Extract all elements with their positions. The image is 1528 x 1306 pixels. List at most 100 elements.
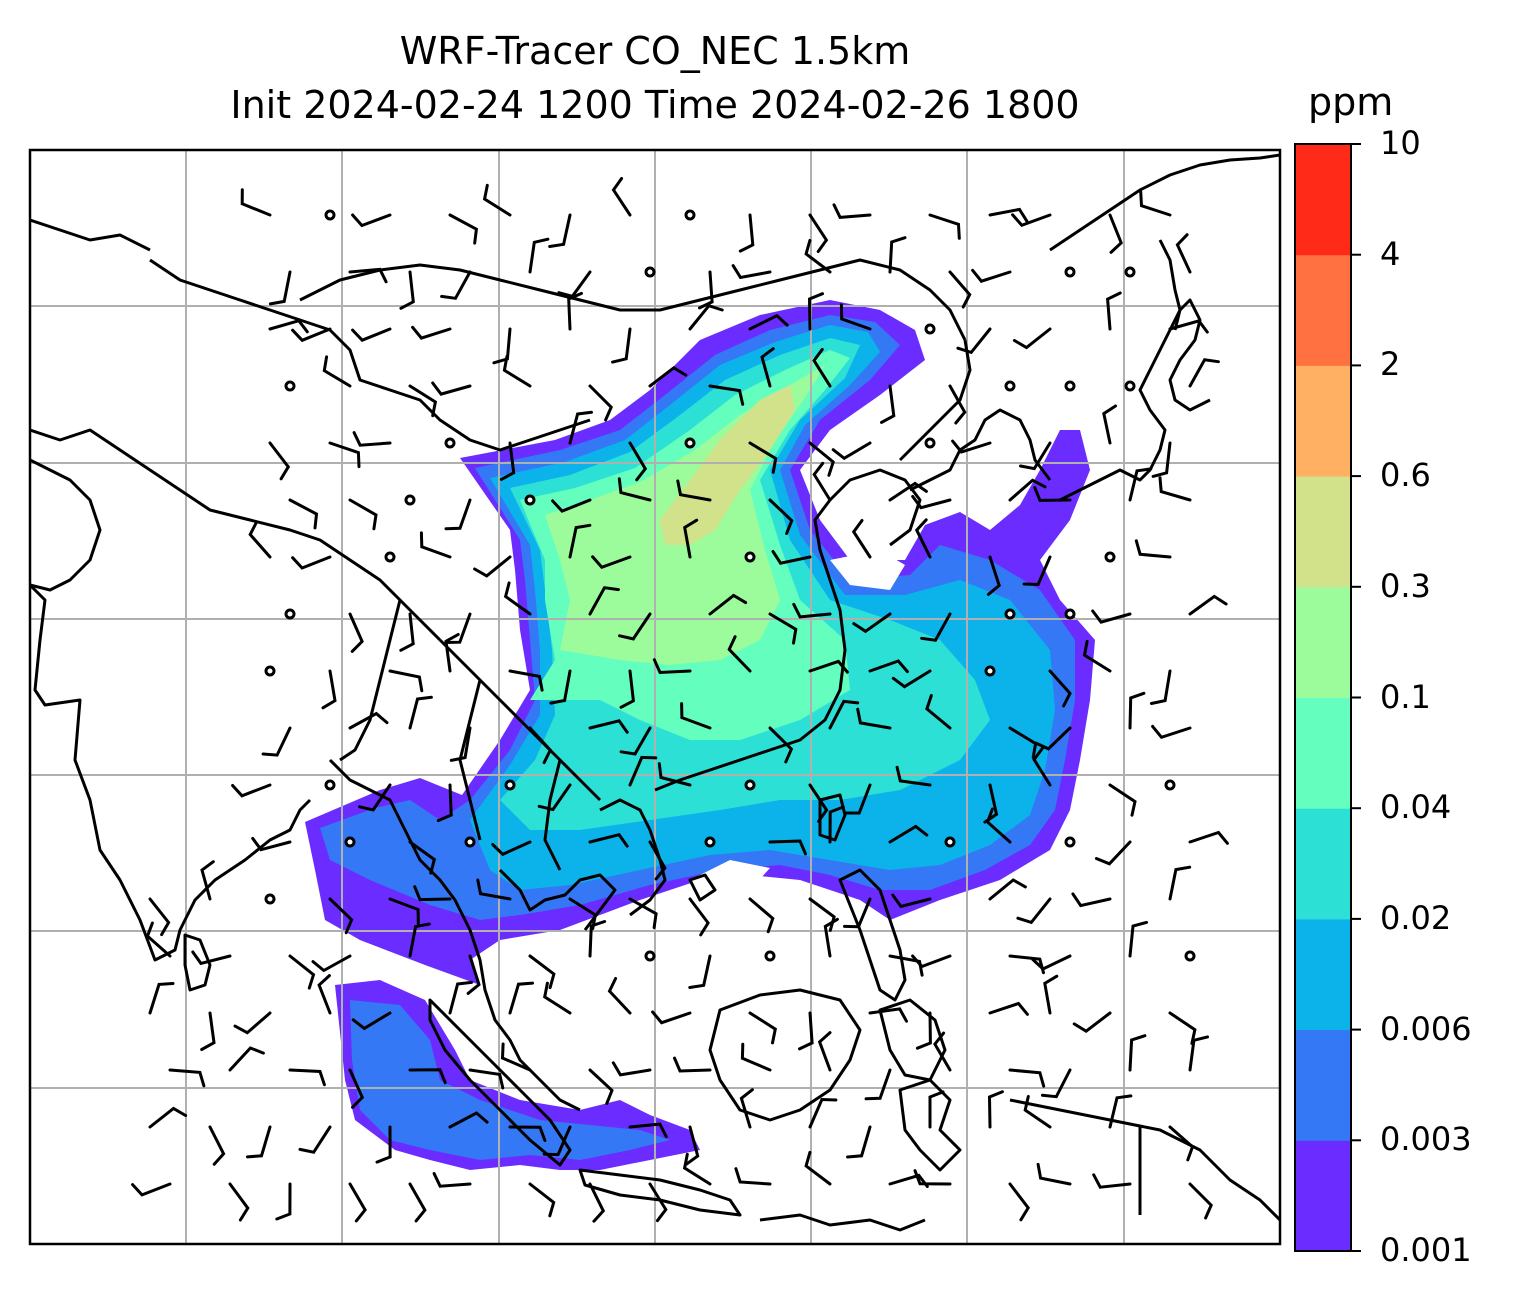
wind-barb — [708, 384, 745, 406]
calm-marker — [1164, 779, 1176, 791]
calm-marker — [684, 437, 696, 449]
wind-barb — [648, 840, 667, 881]
wind-barb — [408, 695, 433, 730]
wind-barb — [240, 188, 272, 217]
wind-barb — [1011, 213, 1052, 228]
colorbar-segment — [1295, 808, 1351, 920]
wind-barb — [1094, 840, 1132, 866]
wind-barb — [348, 1068, 365, 1109]
wind-barb — [1048, 669, 1072, 708]
colorbar-tick-label: 0.006 — [1380, 1009, 1472, 1048]
wind-barb — [476, 878, 512, 901]
calm-marker — [704, 836, 716, 848]
wind-barb — [831, 441, 872, 461]
india-coast — [30, 583, 312, 962]
wind-barb — [348, 498, 378, 531]
wind-barb — [321, 669, 337, 710]
graticule — [30, 150, 1280, 1244]
wind-barb — [619, 726, 652, 756]
colorbar-tick-label: 2 — [1380, 345, 1401, 384]
colorbar-tick-label: 0.1 — [1380, 677, 1431, 716]
wind-barb — [920, 612, 952, 642]
wind-barb — [288, 498, 319, 530]
wind-barb — [444, 633, 460, 673]
calm-marker — [264, 893, 276, 905]
wind-barb — [588, 1182, 606, 1223]
wind-barb — [448, 1111, 489, 1129]
wind-barb — [508, 1125, 547, 1142]
wind-barb — [1188, 1035, 1209, 1072]
wind-barb — [543, 981, 572, 1015]
calm-marker — [1064, 836, 1076, 848]
wind-barb — [399, 612, 415, 652]
colorbar-unit: ppm — [1308, 80, 1394, 124]
wind-barb — [760, 347, 775, 388]
wind-barb — [449, 726, 472, 762]
wind-barb — [508, 669, 544, 692]
wind-barb — [828, 805, 845, 844]
wind-barb — [684, 1125, 700, 1166]
wind-barb — [913, 1169, 952, 1186]
wind-barb — [727, 635, 752, 673]
wind-barb — [500, 1042, 532, 1072]
calm-marker — [1004, 380, 1016, 392]
wind-barb — [1168, 1011, 1197, 1045]
colorbar-segment — [1295, 144, 1351, 256]
hainan — [688, 873, 717, 902]
wind-barb — [1151, 441, 1172, 478]
wind-barb — [843, 783, 872, 815]
wind-barb — [251, 836, 292, 852]
calm-marker — [1004, 608, 1016, 620]
korea — [909, 408, 1052, 492]
japan-honshu — [1168, 298, 1211, 412]
china-border-west — [149, 258, 591, 452]
wind-barb — [708, 593, 748, 616]
wind-barb — [808, 659, 849, 674]
china-ne-border — [898, 339, 972, 462]
wind-barb — [1134, 539, 1172, 559]
wind-barb — [557, 270, 592, 299]
wind-barb — [988, 1001, 1029, 1016]
wind-barb — [228, 1046, 265, 1072]
wind-barb — [740, 1042, 772, 1072]
wind-barb — [680, 702, 712, 730]
wind-barb — [911, 954, 952, 969]
wind-barb — [611, 1061, 652, 1077]
wind-barb — [275, 1182, 292, 1221]
wind-barb — [1108, 213, 1123, 254]
colorbar-segment — [1295, 476, 1351, 588]
wind-barb — [1108, 783, 1137, 817]
wind-barb — [891, 893, 932, 909]
china-south-coast — [654, 468, 922, 792]
wind-barb — [588, 384, 613, 422]
wind-barb — [408, 384, 438, 418]
wind-barb — [431, 381, 472, 396]
calm-marker — [1124, 266, 1136, 278]
wind-barb — [851, 519, 872, 559]
wind-barb — [1023, 1095, 1052, 1129]
colorbar-segment — [1295, 1029, 1351, 1141]
wind-barb — [1188, 594, 1228, 616]
wind-barb — [804, 1150, 832, 1186]
wind-barb — [588, 832, 629, 848]
wind-barb — [413, 885, 452, 902]
wind-barb — [568, 410, 593, 445]
calm-marker — [944, 836, 956, 848]
calm-marker — [324, 779, 336, 791]
wind-barb — [1082, 639, 1112, 673]
wind-barb — [618, 612, 652, 641]
wind-barb — [768, 498, 794, 535]
wind-barb — [880, 384, 896, 424]
sulawesi — [898, 1078, 962, 1172]
wind-barb — [971, 268, 1012, 283]
wind-barb — [268, 270, 292, 306]
wind-barb — [948, 384, 967, 425]
sumatra — [428, 998, 572, 1167]
wind-barb — [528, 954, 556, 990]
wind-barb — [628, 897, 658, 930]
wind-barb — [1128, 691, 1146, 730]
plume-level-6 — [660, 385, 795, 545]
calm-marker — [924, 437, 936, 449]
calm-marker — [284, 608, 296, 620]
colorbar-segment — [1295, 1140, 1351, 1252]
